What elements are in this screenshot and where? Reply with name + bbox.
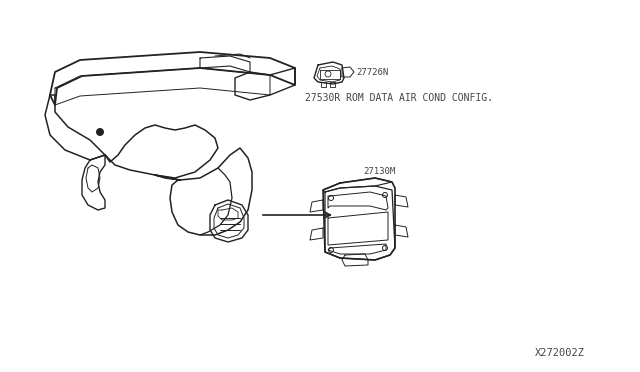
Text: X272002Z: X272002Z [535, 348, 585, 358]
Text: 27726N: 27726N [356, 67, 388, 77]
Text: 27530R ROM DATA AIR COND CONFIG.: 27530R ROM DATA AIR COND CONFIG. [305, 93, 493, 103]
Text: 27130M: 27130M [363, 167, 396, 176]
Circle shape [96, 128, 104, 136]
